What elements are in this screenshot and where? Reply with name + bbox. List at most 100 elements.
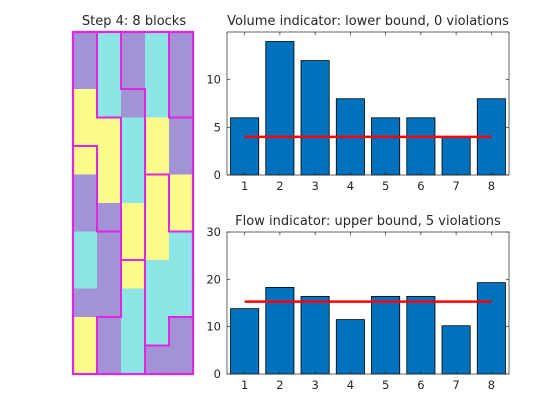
grid-cell — [145, 317, 170, 346]
x-tick-label: 6 — [417, 378, 424, 392]
grid-title: Step 4: 8 blocks — [82, 14, 186, 29]
flow-plot-area: 1 2 3 4 5 6 7 8 0 10 20 30 — [206, 225, 510, 392]
y-tick-label: 30 — [206, 225, 221, 239]
grid-cell — [121, 288, 146, 318]
grid-cell — [97, 260, 122, 289]
block-boundaries — [71, 30, 195, 376]
grid-cell — [145, 146, 170, 175]
grid-cell — [73, 117, 98, 147]
grid-cell — [145, 60, 170, 90]
volume-plot-area: 1 2 3 4 5 6 7 8 0 5 10 — [206, 31, 510, 193]
x-tick-label: 5 — [382, 179, 389, 193]
grid-cell — [145, 174, 170, 204]
flow-indicator-chart: Flow indicator: upper bound, 5 violation… — [206, 214, 510, 392]
grid-cell — [121, 260, 146, 289]
bar — [476, 282, 506, 375]
grid-cell — [97, 345, 122, 375]
grid-cell — [121, 231, 146, 261]
grid-cell — [145, 117, 170, 147]
grid-cell — [73, 317, 98, 346]
x-tick-label: 2 — [276, 179, 283, 193]
grid-cell — [73, 203, 98, 232]
grid-cell — [97, 174, 122, 204]
grid-cell — [169, 117, 194, 147]
axes-box — [226, 31, 510, 176]
grid-cell — [97, 288, 122, 318]
x-tick-label: 8 — [488, 179, 495, 193]
grid-cell — [121, 32, 146, 61]
x-tick-label: 7 — [452, 179, 459, 193]
grid-cell — [97, 117, 122, 147]
x-tick-label: 6 — [417, 179, 424, 193]
axes-box — [226, 231, 510, 375]
grid-cell — [169, 288, 194, 318]
grid-cell — [145, 231, 170, 261]
grid-cell — [169, 89, 194, 118]
grid-cell — [121, 89, 146, 118]
x-tick-label: 3 — [311, 378, 318, 392]
y-tick-label: 0 — [214, 367, 221, 381]
grid-cell — [121, 146, 146, 175]
x-tick-label: 4 — [347, 179, 354, 193]
grid-cell — [121, 117, 146, 147]
grid-cell — [73, 89, 98, 118]
bar — [441, 136, 471, 176]
y-tick-label: 10 — [206, 320, 221, 334]
y-tick-label: 20 — [206, 272, 221, 286]
grid-cell — [145, 288, 170, 318]
bar — [300, 60, 330, 176]
bar — [371, 295, 401, 375]
x-tick-label: 3 — [311, 179, 318, 193]
grid-cell — [121, 345, 146, 375]
grid-cell — [97, 146, 122, 175]
bar — [230, 308, 260, 375]
grid-cell — [73, 231, 98, 261]
grid-cell — [145, 89, 170, 118]
bar — [406, 295, 436, 375]
grid-cell — [97, 89, 122, 118]
grid-cell — [169, 203, 194, 232]
bar — [265, 41, 295, 176]
grid-cell — [121, 60, 146, 90]
grid-cell — [73, 146, 98, 175]
grid-cell — [73, 174, 98, 204]
flow-chart-title: Flow indicator: upper bound, 5 violation… — [235, 214, 501, 229]
grid-cell — [169, 146, 194, 175]
grid-cell — [145, 260, 170, 289]
x-tick-label: 4 — [347, 378, 354, 392]
grid-cell — [169, 60, 194, 90]
grid-cell — [97, 32, 122, 61]
grid-cell — [145, 32, 170, 61]
grid-cell — [97, 231, 122, 261]
grid-cell — [169, 32, 194, 61]
grid-cell — [169, 231, 194, 261]
grid-cell — [169, 345, 194, 375]
grid-cell — [73, 32, 98, 61]
grid-cell — [73, 60, 98, 90]
y-tick-label: 5 — [214, 120, 221, 134]
volume-chart-title: Volume indicator: lower bound, 0 violati… — [227, 14, 509, 29]
grid-cell — [169, 260, 194, 289]
volume-indicator-chart: Volume indicator: lower bound, 0 violati… — [206, 14, 510, 193]
grid-cell — [73, 260, 98, 289]
x-tick-label: 1 — [241, 378, 248, 392]
grid-cell — [145, 203, 170, 232]
x-tick-label: 1 — [241, 179, 248, 193]
bar — [406, 117, 436, 176]
y-tick-label: 10 — [206, 73, 221, 87]
grid-cells — [73, 32, 194, 375]
x-tick-label: 2 — [276, 378, 283, 392]
x-tick-label: 8 — [488, 378, 495, 392]
grid-cell — [97, 317, 122, 346]
grid-cell — [121, 317, 146, 346]
grid-cell — [145, 345, 170, 375]
grid-cell — [169, 174, 194, 204]
block-partition-map: Step 4: 8 blocks — [71, 14, 195, 376]
grid-outer-border — [71, 30, 195, 376]
grid-cell — [169, 317, 194, 346]
grid-cell — [121, 174, 146, 204]
bar — [371, 117, 401, 176]
grid-cell — [121, 203, 146, 232]
grid-cell — [73, 345, 98, 375]
